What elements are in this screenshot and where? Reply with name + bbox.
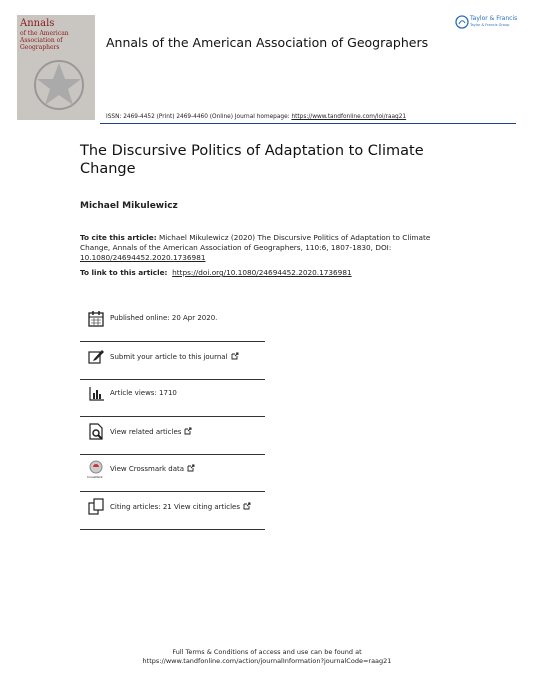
homepage-link[interactable]: https://www.tandfonline.com/loi/raag21	[291, 114, 407, 120]
item-text: View Crossmark data	[110, 464, 195, 473]
item-icon	[89, 460, 103, 474]
info-item[interactable]: Citing articles: 21 View citing articles	[80, 492, 265, 530]
external-icon	[184, 427, 192, 434]
publisher-group: Taylor & Francis Group	[470, 23, 510, 27]
cite-label: To cite this article:	[80, 233, 157, 242]
info-item[interactable]: View related articles	[80, 417, 265, 455]
citation: To cite this article: Michael Mikulewicz…	[80, 233, 440, 263]
info-item: Article views: 1710	[80, 379, 265, 417]
issn-text: ISSN: 2469-4452 (Print) 2469-4460 (Onlin…	[106, 114, 290, 120]
info-item[interactable]: Submit your article to this journal	[80, 342, 265, 380]
article-title: The Discursive Politics of Adaptation to…	[80, 143, 424, 177]
crossmark-label: CrossMark	[87, 475, 103, 479]
footer: Full Terms & Conditions of access and us…	[0, 648, 534, 666]
cover-title: Annals	[20, 18, 55, 29]
article-link[interactable]: https://doi.org/10.1080/24694452.2020.17…	[172, 268, 352, 277]
item-icon	[88, 349, 104, 364]
cover-emblem	[34, 60, 84, 110]
item-text: Article views: 1710	[110, 389, 177, 397]
item-text: Submit your article to this journal	[110, 352, 239, 361]
info-item[interactable]: View Crossmark data CrossMark	[80, 454, 265, 492]
item-icon	[88, 497, 104, 515]
external-icon	[243, 502, 251, 509]
cover-line: Association of Geographers	[20, 37, 63, 51]
item-icon	[89, 387, 104, 401]
footer-text: Full Terms & Conditions of access and us…	[172, 648, 362, 656]
item-icon	[88, 311, 104, 327]
info-item: Published online: 20 Apr 2020.	[80, 304, 265, 342]
rule	[100, 123, 516, 124]
link-label: To link to this article:	[80, 268, 168, 277]
issn-line: ISSN: 2469-4452 (Print) 2469-4460 (Onlin…	[106, 114, 406, 120]
item-text: Citing articles: 21 View citing articles	[110, 502, 251, 511]
doi-link[interactable]: 10.1080/24694452.2020.1736981	[80, 253, 206, 262]
footer-url: https://www.tandfonline.com/action/journ…	[142, 657, 392, 665]
item-text: Published online: 20 Apr 2020.	[110, 314, 218, 322]
item-icon	[89, 422, 103, 440]
item-text: View related articles	[110, 427, 192, 436]
cite-text: Michael Mikulewicz (2020) The Discursive…	[80, 233, 431, 252]
journal-title: Annals of the American Association of Ge…	[106, 35, 429, 50]
link-line: To link to this article: https://doi.org…	[80, 268, 352, 277]
external-icon	[231, 352, 238, 359]
tf-logo	[455, 15, 469, 29]
cover-line: of the American	[20, 30, 69, 37]
cover-image: Annals of the American Association of Geo…	[17, 15, 95, 120]
cover-subtitle: of the American Association of Geographer…	[20, 30, 95, 51]
publisher-name: Taylor & Francis	[470, 15, 518, 22]
external-icon	[187, 464, 195, 472]
author: Michael Mikulewicz	[80, 201, 178, 211]
